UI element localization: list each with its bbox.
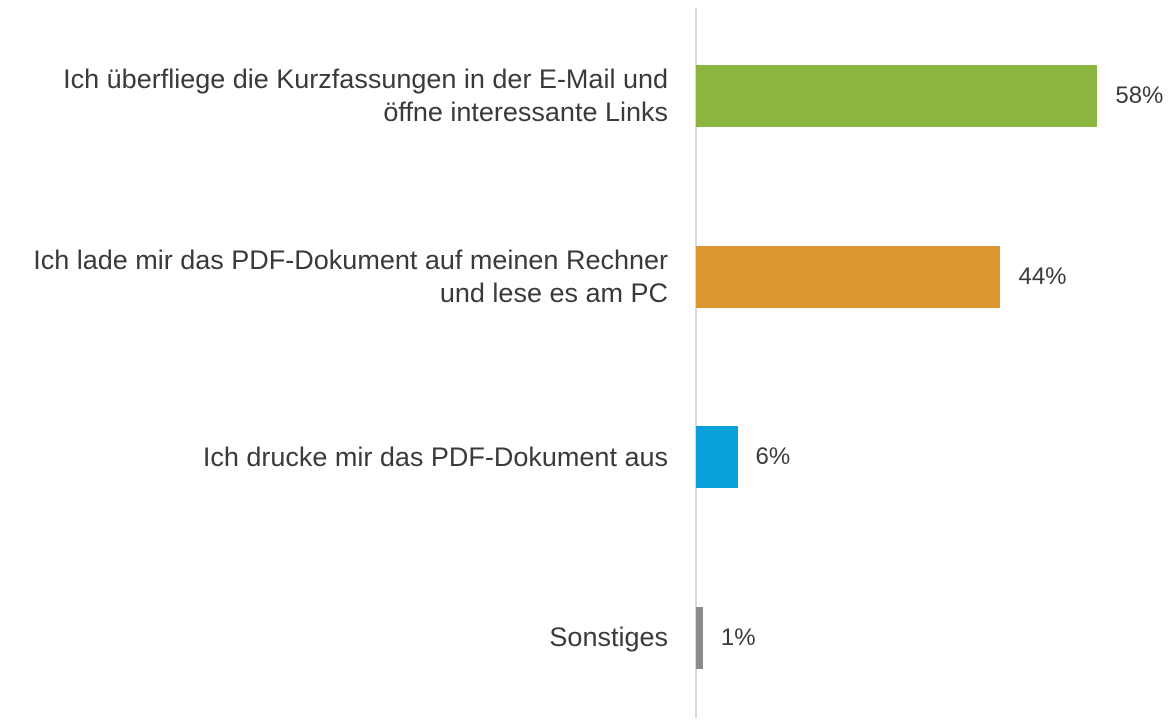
bar [696, 606, 703, 669]
value-label: 6% [755, 443, 791, 470]
bar [696, 426, 738, 488]
value-label: 58% [1115, 82, 1164, 109]
category-label: Ich drucke mir das PDF-Dokument aus [202, 441, 668, 472]
bar [696, 65, 1098, 127]
category-label: Ich lade mir das PDF-Dokument auf meinen… [33, 244, 668, 308]
category-label: Ich überfliege die Kurzfassungen in der … [63, 64, 668, 127]
bar [696, 245, 1001, 308]
value-label: 44% [1018, 262, 1067, 290]
axis-line [695, 8, 697, 718]
category-label: Sonstiges [549, 622, 668, 652]
value-label: 1% [720, 623, 756, 651]
